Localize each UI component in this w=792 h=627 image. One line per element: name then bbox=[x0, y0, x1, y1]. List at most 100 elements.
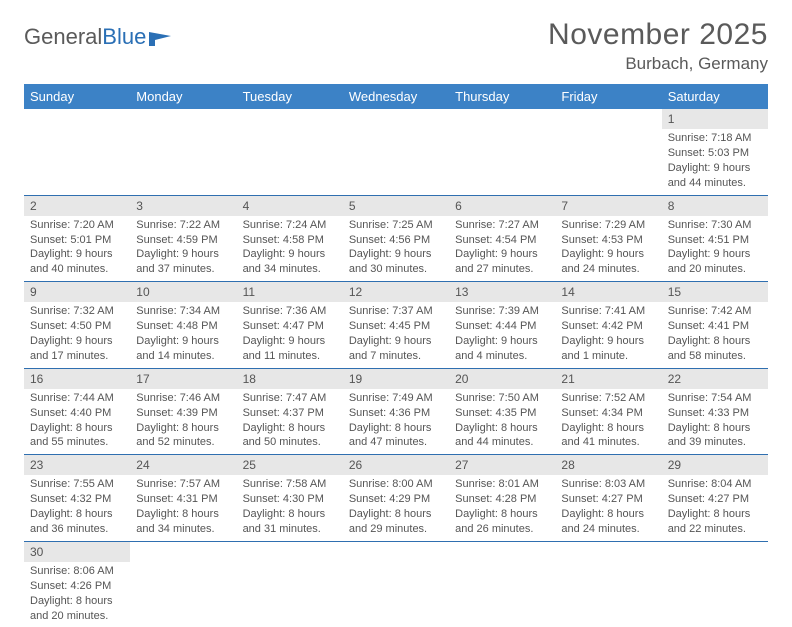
daylight-text: Daylight: 8 hours bbox=[243, 507, 337, 522]
sunset-text: Sunset: 4:39 PM bbox=[136, 406, 230, 421]
logo-text-blue: Blue bbox=[102, 24, 146, 50]
sunrise-text: Sunrise: 7:32 AM bbox=[30, 304, 124, 319]
day-detail-cell: Sunrise: 8:00 AMSunset: 4:29 PMDaylight:… bbox=[343, 475, 449, 541]
daylight-text: Daylight: 8 hours bbox=[136, 507, 230, 522]
day-detail-cell bbox=[449, 562, 555, 627]
day-detail-cell bbox=[237, 129, 343, 195]
sunrise-text: Sunrise: 7:57 AM bbox=[136, 477, 230, 492]
day-detail-cell bbox=[130, 562, 236, 627]
logo-flag-icon bbox=[149, 30, 175, 48]
sunrise-text: Sunrise: 7:18 AM bbox=[668, 131, 762, 146]
day-number-cell bbox=[237, 109, 343, 129]
daylight-text: Daylight: 9 hours bbox=[455, 247, 549, 262]
sunset-text: Sunset: 4:48 PM bbox=[136, 319, 230, 334]
day-number-cell: 6 bbox=[449, 195, 555, 216]
daylight-text: Daylight: 9 hours bbox=[30, 334, 124, 349]
day-number-cell bbox=[449, 109, 555, 129]
day-number-cell bbox=[24, 109, 130, 129]
daylight-text: and 34 minutes. bbox=[243, 262, 337, 277]
page-title: November 2025 bbox=[548, 18, 768, 52]
daylight-text: Daylight: 8 hours bbox=[30, 507, 124, 522]
sunset-text: Sunset: 4:56 PM bbox=[349, 233, 443, 248]
day-number-cell: 12 bbox=[343, 282, 449, 303]
daylight-text: and 31 minutes. bbox=[243, 522, 337, 537]
daylight-text: and 7 minutes. bbox=[349, 349, 443, 364]
day-detail-cell bbox=[449, 129, 555, 195]
sunset-text: Sunset: 4:27 PM bbox=[668, 492, 762, 507]
daylight-text: and 44 minutes. bbox=[455, 435, 549, 450]
day-detail-cell: Sunrise: 7:37 AMSunset: 4:45 PMDaylight:… bbox=[343, 302, 449, 368]
sunrise-text: Sunrise: 7:44 AM bbox=[30, 391, 124, 406]
daylight-text: Daylight: 8 hours bbox=[349, 507, 443, 522]
day-number-cell bbox=[130, 109, 236, 129]
day-number-cell: 18 bbox=[237, 368, 343, 389]
daylight-text: Daylight: 8 hours bbox=[30, 594, 124, 609]
day-detail-row: Sunrise: 7:55 AMSunset: 4:32 PMDaylight:… bbox=[24, 475, 768, 541]
header: GeneralBlue November 2025 Burbach, Germa… bbox=[24, 18, 768, 74]
day-detail-cell: Sunrise: 7:36 AMSunset: 4:47 PMDaylight:… bbox=[237, 302, 343, 368]
daylight-text: and 47 minutes. bbox=[349, 435, 443, 450]
sunset-text: Sunset: 4:27 PM bbox=[561, 492, 655, 507]
day-detail-cell: Sunrise: 7:30 AMSunset: 4:51 PMDaylight:… bbox=[662, 216, 768, 282]
day-detail-row: Sunrise: 7:44 AMSunset: 4:40 PMDaylight:… bbox=[24, 389, 768, 455]
daylight-text: Daylight: 8 hours bbox=[455, 421, 549, 436]
daylight-text: Daylight: 8 hours bbox=[668, 507, 762, 522]
day-detail-cell: Sunrise: 7:32 AMSunset: 4:50 PMDaylight:… bbox=[24, 302, 130, 368]
day-detail-row: Sunrise: 7:32 AMSunset: 4:50 PMDaylight:… bbox=[24, 302, 768, 368]
weekday-header: Thursday bbox=[449, 84, 555, 109]
day-detail-cell bbox=[24, 129, 130, 195]
daylight-text: Daylight: 9 hours bbox=[349, 334, 443, 349]
sunrise-text: Sunrise: 7:39 AM bbox=[455, 304, 549, 319]
daylight-text: and 52 minutes. bbox=[136, 435, 230, 450]
sunrise-text: Sunrise: 7:29 AM bbox=[561, 218, 655, 233]
daylight-text: Daylight: 9 hours bbox=[668, 247, 762, 262]
day-number-row: 1 bbox=[24, 109, 768, 129]
sunrise-text: Sunrise: 8:04 AM bbox=[668, 477, 762, 492]
daylight-text: and 36 minutes. bbox=[30, 522, 124, 537]
sunset-text: Sunset: 4:53 PM bbox=[561, 233, 655, 248]
day-detail-cell: Sunrise: 7:49 AMSunset: 4:36 PMDaylight:… bbox=[343, 389, 449, 455]
daylight-text: Daylight: 9 hours bbox=[243, 334, 337, 349]
daylight-text: and 24 minutes. bbox=[561, 262, 655, 277]
day-number-cell: 29 bbox=[662, 455, 768, 476]
weekday-header: Saturday bbox=[662, 84, 768, 109]
daylight-text: and 17 minutes. bbox=[30, 349, 124, 364]
daylight-text: Daylight: 9 hours bbox=[30, 247, 124, 262]
weekday-header: Tuesday bbox=[237, 84, 343, 109]
day-detail-cell: Sunrise: 7:20 AMSunset: 5:01 PMDaylight:… bbox=[24, 216, 130, 282]
sunrise-text: Sunrise: 7:34 AM bbox=[136, 304, 230, 319]
sunset-text: Sunset: 4:44 PM bbox=[455, 319, 549, 334]
sunrise-text: Sunrise: 7:20 AM bbox=[30, 218, 124, 233]
day-detail-cell bbox=[130, 129, 236, 195]
daylight-text: Daylight: 8 hours bbox=[455, 507, 549, 522]
day-detail-cell: Sunrise: 7:44 AMSunset: 4:40 PMDaylight:… bbox=[24, 389, 130, 455]
sunrise-text: Sunrise: 7:49 AM bbox=[349, 391, 443, 406]
sunrise-text: Sunrise: 8:03 AM bbox=[561, 477, 655, 492]
daylight-text: and 58 minutes. bbox=[668, 349, 762, 364]
day-number-row: 23242526272829 bbox=[24, 455, 768, 476]
day-number-cell: 10 bbox=[130, 282, 236, 303]
day-number-cell: 23 bbox=[24, 455, 130, 476]
sunset-text: Sunset: 5:03 PM bbox=[668, 146, 762, 161]
day-detail-cell: Sunrise: 7:42 AMSunset: 4:41 PMDaylight:… bbox=[662, 302, 768, 368]
weekday-header: Monday bbox=[130, 84, 236, 109]
day-number-cell bbox=[343, 109, 449, 129]
sunrise-text: Sunrise: 7:22 AM bbox=[136, 218, 230, 233]
day-number-cell: 19 bbox=[343, 368, 449, 389]
day-detail-cell bbox=[343, 562, 449, 627]
sunrise-text: Sunrise: 7:52 AM bbox=[561, 391, 655, 406]
sunset-text: Sunset: 4:58 PM bbox=[243, 233, 337, 248]
day-detail-cell: Sunrise: 7:34 AMSunset: 4:48 PMDaylight:… bbox=[130, 302, 236, 368]
day-number-cell bbox=[237, 541, 343, 562]
logo: GeneralBlue bbox=[24, 24, 175, 50]
sunrise-text: Sunrise: 7:47 AM bbox=[243, 391, 337, 406]
day-number-cell: 16 bbox=[24, 368, 130, 389]
sunrise-text: Sunrise: 8:06 AM bbox=[30, 564, 124, 579]
day-number-row: 16171819202122 bbox=[24, 368, 768, 389]
daylight-text: Daylight: 9 hours bbox=[349, 247, 443, 262]
sunrise-text: Sunrise: 8:01 AM bbox=[455, 477, 549, 492]
day-number-cell bbox=[343, 541, 449, 562]
sunset-text: Sunset: 4:33 PM bbox=[668, 406, 762, 421]
sunrise-text: Sunrise: 7:37 AM bbox=[349, 304, 443, 319]
sunrise-text: Sunrise: 7:36 AM bbox=[243, 304, 337, 319]
